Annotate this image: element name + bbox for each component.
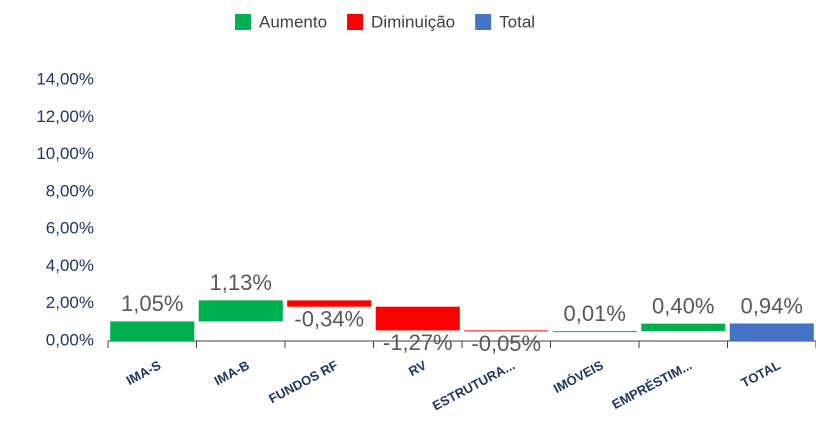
x-tick-label: IMA-S — [124, 357, 164, 388]
x-tick-label: IMA-B — [212, 357, 252, 388]
data-label: 0,94% — [741, 293, 803, 318]
y-tick-label: 8,00% — [46, 181, 94, 200]
legend-swatch — [347, 14, 364, 30]
y-tick-label: 4,00% — [46, 256, 94, 275]
y-tick-label: 6,00% — [46, 219, 94, 238]
bar — [287, 300, 372, 307]
bar — [198, 300, 283, 322]
y-tick-label: 12,00% — [36, 107, 94, 126]
y-tick-label: 14,00% — [36, 69, 94, 88]
bar — [110, 321, 195, 341]
legend-label: Diminuição — [371, 12, 455, 31]
legend-swatch — [235, 14, 251, 30]
legend-label: Aumento — [259, 12, 327, 31]
x-tick-label: RV — [406, 357, 429, 379]
x-tick-label: EMPRÉSTIM... — [609, 357, 694, 412]
bar — [641, 323, 726, 332]
x-tick-label: IMÓVEIS — [551, 357, 606, 396]
data-label: -0,05% — [471, 331, 541, 356]
x-tick-label: FUNDOS RF — [266, 357, 340, 406]
legend-label: Total — [499, 12, 535, 31]
bar — [464, 330, 549, 332]
data-label: 0,40% — [652, 293, 714, 318]
x-tick-label: ESTRUTURA... — [430, 357, 517, 413]
bar — [552, 331, 637, 333]
data-label: 0,01% — [564, 301, 626, 326]
y-tick-label: 0,00% — [46, 330, 94, 349]
bar — [375, 306, 460, 331]
y-tick-label: 2,00% — [46, 293, 94, 312]
legend-swatch — [475, 14, 492, 30]
x-tick-label: TOTAL — [739, 357, 783, 390]
y-tick-label: 10,00% — [36, 144, 94, 163]
data-label: 1,05% — [121, 291, 183, 316]
data-label: -0,34% — [294, 307, 364, 332]
data-label: -1,27% — [383, 330, 453, 355]
data-label: 1,13% — [210, 270, 272, 295]
bar — [729, 323, 814, 341]
